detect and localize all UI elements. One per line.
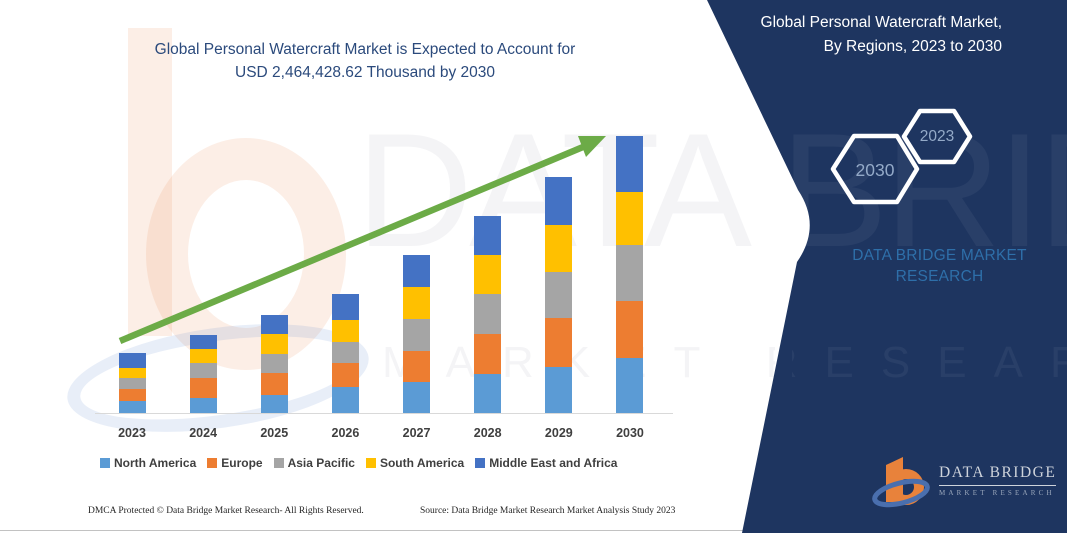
legend-label-south-america: South America [379,456,465,470]
dbmr-logo: DATA BRIDGE MARKET RESEARCH [872,452,1057,508]
bar-segment-south-america-2029 [545,225,573,272]
dbmr-logo-text: DATA BRIDGE MARKET RESEARCH [939,464,1057,497]
x-axis-label-2027: 2027 [402,426,431,440]
hexagon-2023: 2023 [901,108,973,165]
brand-text-line2: RESEARCH [895,268,984,285]
page-title-line1: Global Personal Watercraft Market is Exp… [154,41,576,58]
chart-legend: North America Europe Asia Pacific South Ame… [100,456,617,470]
hexagon-2030-label: 2030 [855,160,895,180]
bar-segment-north-america-2027 [403,382,431,413]
legend-item-europe: Europe [207,456,263,470]
bar-segment-europe-2024 [189,378,217,398]
x-axis-label-2025: 2025 [260,426,289,440]
x-axis-label-2024: 2024 [189,426,218,440]
legend-label-north-america: North America [114,456,197,470]
bar-segment-north-america-2028 [474,374,502,413]
x-axis-baseline [95,413,673,414]
hexagon-2023-outline-icon [901,108,973,165]
legend-label-asia-pacific: Asia Pacific [287,456,355,470]
bar-segment-north-america-2030 [616,358,644,413]
bar-segment-europe-2025 [260,373,288,395]
dbmr-logo-tagline: MARKET RESEARCH [939,488,1055,497]
bar-segment-middle-east-and-africa-2025 [260,315,288,334]
trend-arrow-head-icon [578,136,606,157]
page-title-line2: USD 2,464,428.62 Thousand by 2030 [235,64,495,81]
bar-segment-europe-2023 [118,389,146,401]
legend-label-middle-east-and-africa: Middle East and Africa [489,456,618,470]
bar-segment-south-america-2030 [616,192,644,245]
bar-segment-north-america-2029 [545,367,573,413]
bar-segment-europe-2027 [403,351,431,382]
side-panel-shape [707,0,1067,533]
bar-segment-asia-pacific-2030 [616,245,644,301]
legend-label-europe: Europe [221,456,263,470]
bar-segment-asia-pacific-2026 [331,342,359,363]
bar-segment-asia-pacific-2024 [189,363,217,378]
bar-segment-asia-pacific-2027 [403,319,431,351]
dbmr-logo-b-icon [872,457,930,508]
bar-segment-north-america-2023 [118,401,146,413]
bar-segment-middle-east-and-africa-2024 [189,335,217,349]
bar-segment-europe-2026 [331,363,359,387]
x-axis-label-2026: 2026 [331,426,360,440]
bar-segment-south-america-2027 [403,287,431,319]
bar-segment-north-america-2026 [331,387,359,413]
bottom-rule [0,530,1067,531]
bar-segment-south-america-2026 [331,320,359,342]
bar-segment-south-america-2025 [260,334,288,354]
bar-segment-north-america-2024 [189,398,217,413]
page-title: Global Personal Watercraft Market is Exp… [62,38,668,84]
legend-item-south-america: South America [365,456,465,470]
bar-segment-asia-pacific-2023 [118,378,146,389]
bar-segment-middle-east-and-africa-2026 [331,294,359,320]
brand-text-line1: DATA BRIDGE MARKET [852,247,1027,264]
x-axis-label-2030: 2030 [616,426,644,440]
legend-item-asia-pacific: Asia Pacific [273,456,355,470]
bar-segment-north-america-2025 [260,395,288,413]
hexagon-2030-outline-icon [830,133,920,205]
hexagon-2023-label: 2023 [919,127,955,145]
x-axis-label-2028: 2028 [473,426,502,440]
bar-segment-south-america-2023 [118,368,146,378]
legend-swatch-north-america [100,458,110,468]
hexagon-2030: 2030 [830,133,920,205]
x-axis-label-2029: 2029 [544,426,573,440]
bar-segment-europe-2029 [545,318,573,367]
x-axis-label-2023: 2023 [118,426,146,440]
bar-segment-middle-east-and-africa-2027 [403,255,431,287]
bar-segment-asia-pacific-2028 [474,294,502,334]
legend-item-north-america: North America [100,456,196,470]
brand-text: DATA BRIDGE MARKET RESEARCH [842,245,1037,287]
bar-segment-middle-east-and-africa-2029 [545,177,573,225]
bar-segment-europe-2028 [474,334,502,374]
bar-segment-middle-east-and-africa-2028 [474,216,502,255]
bar-segment-europe-2030 [616,301,644,358]
dbmr-logo-name: DATA BRIDGE [939,464,1057,486]
legend-swatch-middle-east-and-africa [475,458,486,468]
trend-arrow-line [118,144,585,344]
legend-item-middle-east-and-africa: Middle East and Africa [475,456,617,470]
bar-segment-middle-east-and-africa-2023 [118,353,146,368]
bar-segment-asia-pacific-2029 [545,272,573,318]
panel-heading: Global Personal Watercraft Market, By Re… [760,14,1002,55]
bar-segment-south-america-2024 [189,349,217,363]
legend-swatch-south-america [365,458,376,468]
bar-segment-south-america-2028 [474,255,502,294]
bar-segment-asia-pacific-2025 [260,354,288,373]
footer-dmca-text: DMCA Protected © Data Bridge Market Rese… [88,506,364,516]
bar-segment-middle-east-and-africa-2030 [616,136,644,192]
legend-swatch-europe [207,458,218,468]
footer-source-text: Source: Data Bridge Market Research Mark… [420,506,676,516]
legend-swatch-asia-pacific [273,458,284,468]
